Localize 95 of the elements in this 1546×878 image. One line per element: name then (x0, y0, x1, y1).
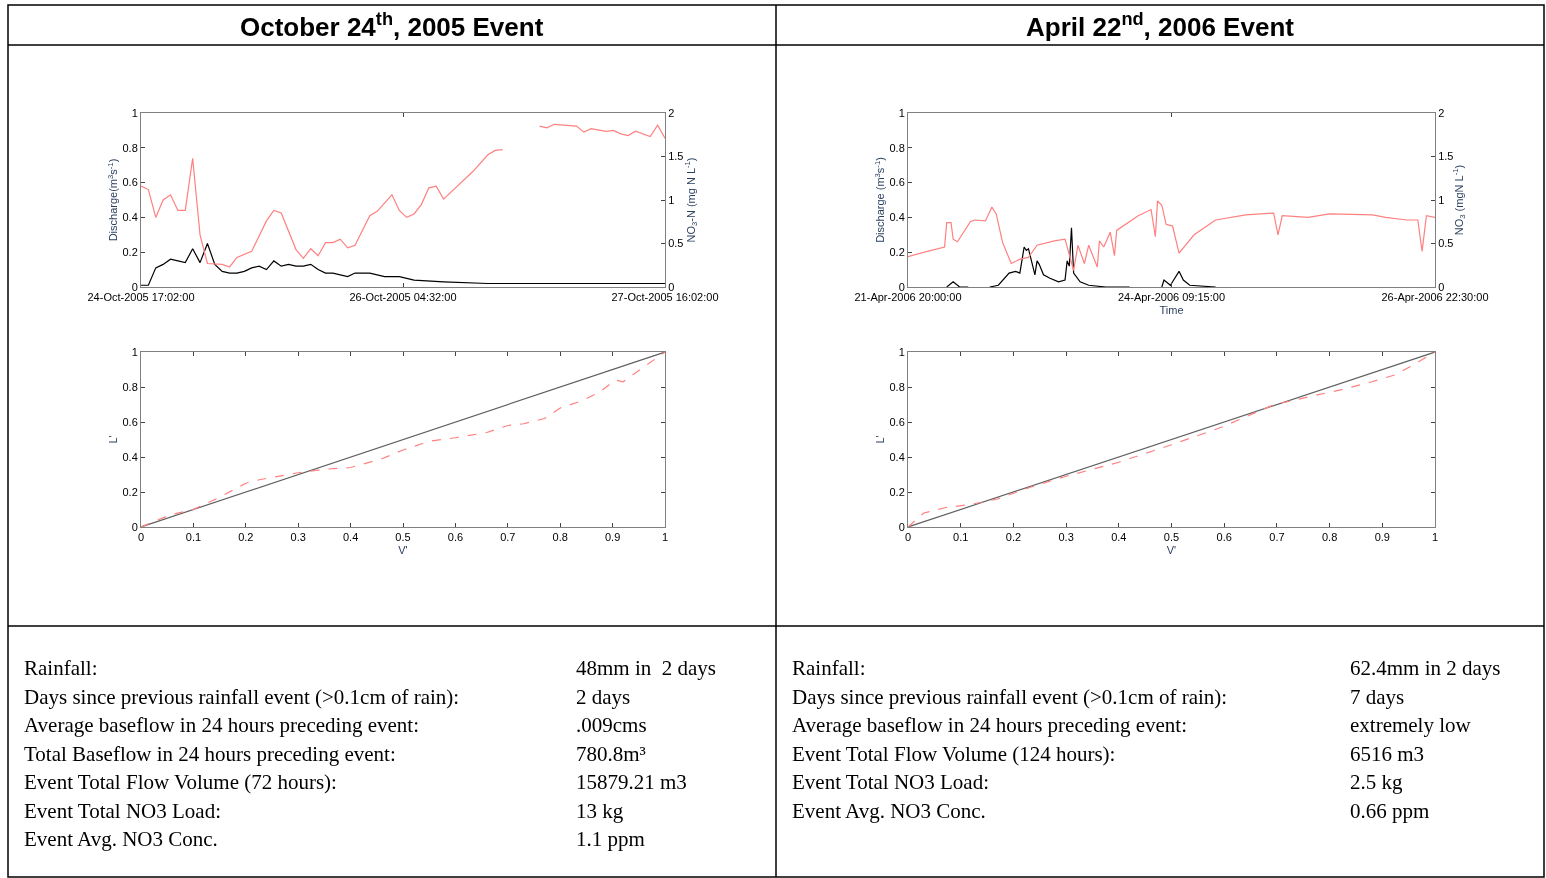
x-tick-label: 0.4 (1111, 531, 1127, 544)
text: 2 days (576, 685, 631, 709)
text: Event Avg. NO3 Conc. (24, 827, 218, 851)
y-tick-label: 0.8 (122, 141, 138, 154)
text: 7 days (1350, 685, 1405, 709)
text: 780.8m³ (576, 742, 646, 766)
x-tick-label: 0.6 (1216, 531, 1232, 544)
y-tick-label: 0.8 (889, 141, 905, 154)
y2-tick-label: 1.5 (668, 150, 684, 163)
x-tick-label: 0.1 (185, 531, 202, 544)
y-tick-label: 0.2 (889, 485, 905, 498)
y-tick-label: 0.6 (122, 176, 138, 189)
y-tick-label: 0 (898, 280, 905, 293)
text: Average baseflow in 24 hours preceding event: (792, 713, 1187, 737)
y-tick-label: 0.2 (889, 246, 905, 259)
x-tick-label: 0.3 (1058, 531, 1074, 544)
text: 13 kg (576, 799, 624, 823)
x-tick-label: 0.5 (395, 531, 411, 544)
text: Average baseflow in 24 hours preceding event: (24, 713, 419, 737)
y2-tick-label: 2 (668, 106, 675, 119)
y2-tick-label: 1 (668, 193, 675, 206)
text: 62.4mm in 2 days (1350, 656, 1501, 680)
x-tick-label: 0.1 (953, 531, 969, 544)
x-axis-title: V' (1166, 544, 1177, 557)
text: Days since previous rainfall event (>0.1cm of rain): (24, 685, 460, 709)
x-axis-title: Time (1159, 304, 1184, 317)
y-tick-label: 1 (898, 345, 905, 358)
text: extremely low (1350, 713, 1472, 737)
x-tick-label: 0.7 (1269, 531, 1285, 544)
y-tick-label: 0.8 (889, 380, 905, 393)
x-tick-label: 0.6 (447, 531, 464, 544)
x-tick-label: 0.3 (290, 531, 306, 544)
y-tick-label: 0.2 (122, 246, 138, 259)
text: Total Baseflow in 24 hours preceding event: (24, 742, 396, 766)
y2-tick-label: 2 (1438, 106, 1445, 119)
text: 0.66 ppm (1350, 799, 1430, 823)
text: Rainfall: (24, 656, 98, 680)
text: .009cms (576, 713, 647, 737)
text: 2.5 kg (1350, 770, 1403, 794)
text: Event Total Flow Volume (124 hours): (792, 742, 1116, 766)
text: Days since previous rainfall event (>0.1cm of rain): (792, 685, 1228, 709)
x-tick-label: 0.5 (1163, 531, 1180, 544)
y2-tick-label: 1.5 (1438, 150, 1454, 163)
x-tick-label: 0.4 (342, 531, 359, 544)
y-tick-label: 0.6 (122, 415, 138, 428)
y-tick-label: 0 (131, 280, 138, 293)
x-tick-label: 0.8 (552, 531, 568, 544)
y-axis-title: L' (107, 435, 120, 444)
x-tick-label: 24-Apr-2006 09:15:00 (1117, 291, 1226, 304)
x-tick-label: 0.9 (1374, 531, 1390, 544)
text: Rainfall: (792, 656, 866, 680)
x-tick-label: 0.2 (1005, 531, 1022, 544)
x-tick-label: 1 (661, 531, 669, 544)
x-tick-label: 1 (1431, 531, 1439, 544)
y-tick-label: 1 (131, 345, 138, 358)
x-tick-label: 26-Apr-2006 22:30:00 (1381, 291, 1489, 304)
y-tick-label: 0.2 (122, 485, 138, 498)
text: 1.1 ppm (576, 827, 645, 851)
line-series (908, 200, 1435, 272)
y-tick-label: 0.6 (889, 176, 905, 189)
x-tick-label: 26-Oct-2005 04:32:00 (349, 291, 457, 304)
x-tick-label: 0.8 (1321, 531, 1338, 544)
y2-tick-label: 0 (668, 280, 675, 293)
x-tick-label: 0.2 (238, 531, 254, 544)
y2-tick-label: 0 (1438, 280, 1445, 293)
y-tick-label: 0.6 (889, 415, 905, 428)
y-axis-title: L' (874, 435, 887, 444)
x-tick-label: 21-Apr-2006 20:00:00 (854, 291, 962, 304)
line-series (141, 242, 665, 286)
y-tick-label: 0.8 (122, 380, 138, 393)
chart-title: October 24$^{th}$, 2005 Event (240, 9, 544, 42)
text: 6516 m3 (1350, 742, 1425, 766)
y2-tick-label: 0.5 (1438, 237, 1454, 250)
y-tick-label: 0.4 (889, 450, 905, 463)
text: Event Avg. NO3 Conc. (792, 799, 986, 823)
y2-tick-label: 0.5 (668, 237, 684, 250)
y-tick-label: 0.4 (122, 450, 138, 463)
text: Event Total NO3 Load: (24, 799, 222, 823)
x-tick-label: 0.9 (604, 531, 621, 544)
y-tick-label: 1 (131, 106, 138, 119)
y-tick-label: 1 (898, 106, 905, 119)
text: 15879.21 m3 (576, 770, 687, 794)
text: 48mm in 2 days (576, 656, 716, 680)
y-tick-label: 0.4 (122, 211, 138, 224)
y-tick-label: 0.4 (889, 211, 905, 224)
y-tick-label: 0 (898, 520, 905, 533)
x-tick-label: 24-Oct-2005 17:02:00 (87, 291, 195, 304)
x-tick-label: 0.7 (500, 531, 516, 544)
y2-tick-label: 1 (1438, 193, 1445, 206)
y-tick-label: 0 (131, 520, 138, 533)
x-tick-label: 27-Oct-2005 16:02:00 (611, 291, 719, 304)
text: Event Total Flow Volume (72 hours): (24, 770, 337, 794)
text: Event Total NO3 Load: (792, 770, 990, 794)
x-axis-title: V' (398, 544, 408, 557)
chart-title: April 22$^{nd}$, 2006 Event (1026, 9, 1295, 42)
